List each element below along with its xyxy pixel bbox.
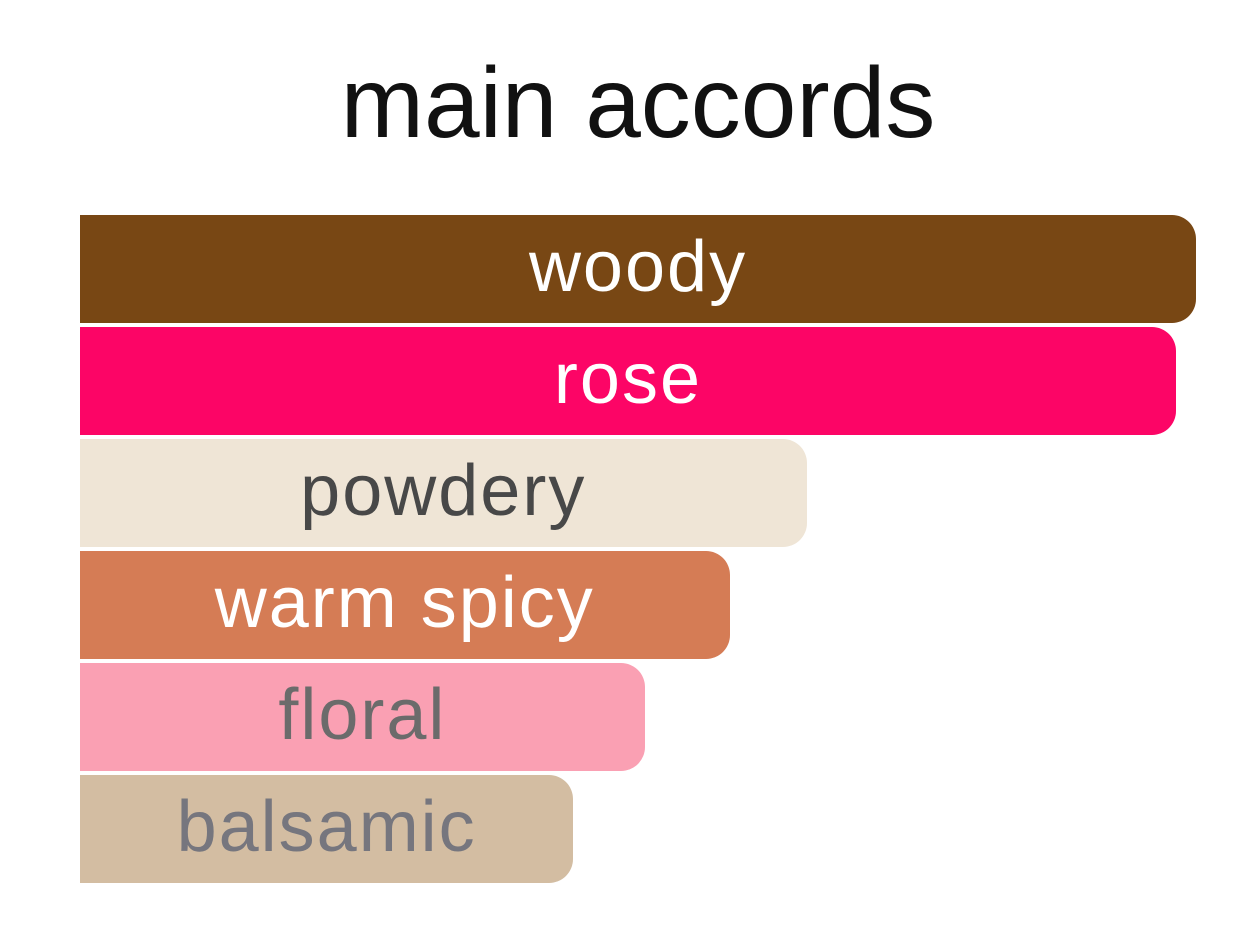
- accord-bar: floral: [80, 663, 645, 771]
- accord-bar: woody: [80, 215, 1196, 323]
- accord-bar: warm spicy: [80, 551, 730, 659]
- accord-bar: rose: [80, 327, 1176, 435]
- accord-label: rose: [553, 339, 702, 419]
- chart-title: main accords: [340, 47, 936, 159]
- accord-label: warm spicy: [214, 563, 595, 643]
- accords-chart: main accords woody rose powdery warm spi…: [80, 47, 1196, 883]
- accord-bar: powdery: [80, 439, 807, 547]
- accord-label: powdery: [300, 451, 587, 531]
- accords-bar-list: woody rose powdery warm spicy floral bal…: [80, 215, 1196, 883]
- accord-label: woody: [528, 227, 748, 307]
- accord-label: balsamic: [176, 787, 477, 867]
- accord-bar: balsamic: [80, 775, 574, 883]
- accord-label: floral: [278, 675, 447, 755]
